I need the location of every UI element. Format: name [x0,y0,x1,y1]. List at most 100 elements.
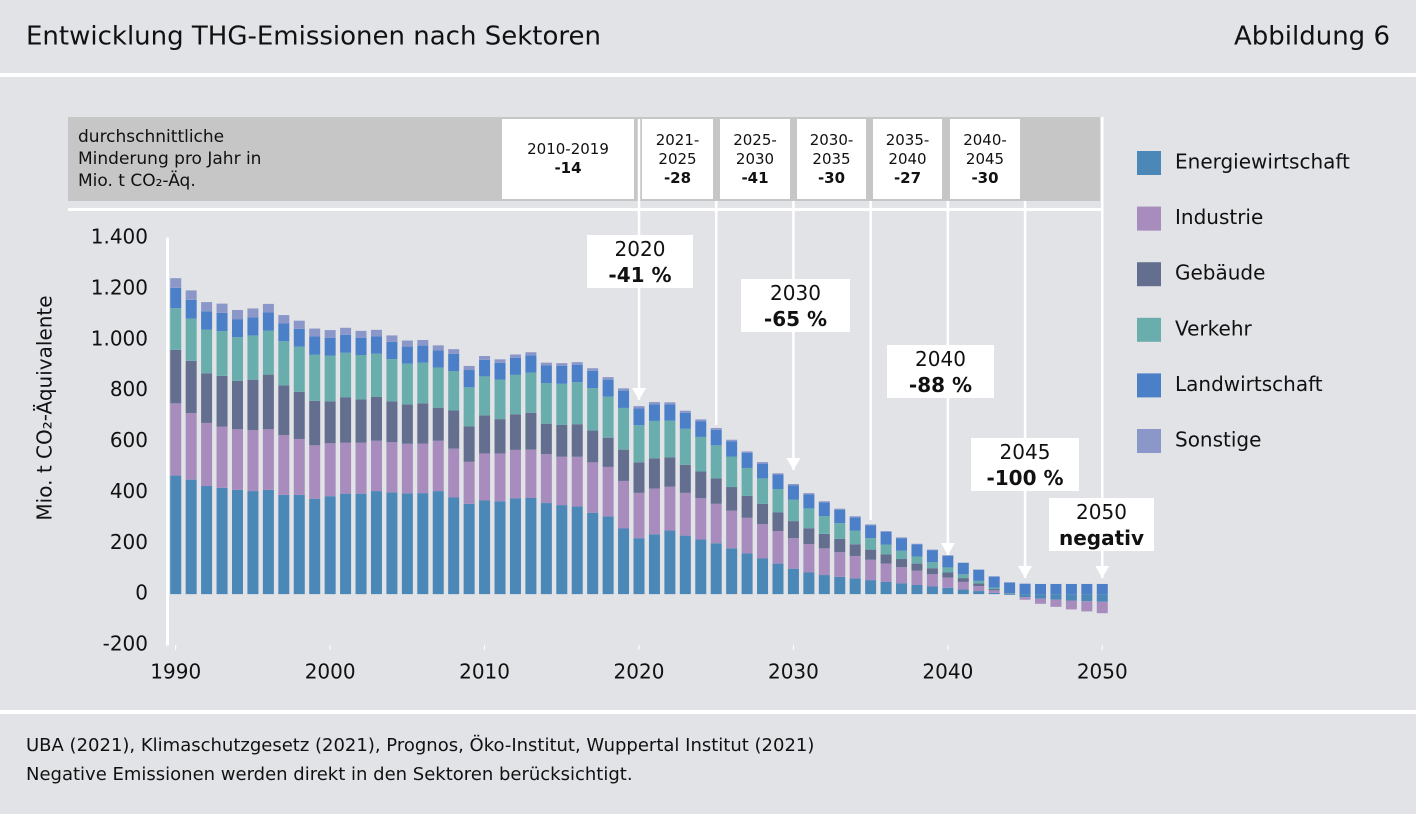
bar-segment [958,563,969,574]
bar-segment [556,363,567,366]
bar-segment [263,313,274,331]
bar-segment [572,424,583,457]
bar-segment [417,363,428,404]
reduction-value: -41 [741,169,768,188]
bar-segment [711,430,722,446]
annotation-label: negativ [1049,525,1154,551]
reduction-period: 2030-2035 [801,131,862,169]
bar-segment [911,564,922,571]
bar-segment [587,371,598,388]
bar-segment [819,575,830,594]
bar-segment [819,501,830,502]
reduction-value: -14 [554,159,581,178]
bar-segment [510,375,521,414]
bar-segment [247,430,258,491]
bar-segment [464,387,475,426]
bar-segment [587,462,598,512]
bar-segment [371,491,382,594]
bar-segment [448,349,459,354]
bar-segment [865,560,876,580]
bar-segment [603,396,614,437]
reduction-box: 2035-2040-27 [873,119,942,199]
bar-segment [479,360,490,377]
bar-segment [803,573,814,595]
bar-segment [263,429,274,490]
bar-segment [1020,594,1031,597]
bar-segment [556,457,567,505]
bar-segment [989,590,1000,593]
x-tick-label: 2020 [614,660,665,684]
bar-segment [1020,597,1031,600]
bar-segment [325,338,336,356]
bar-segment [572,382,583,424]
reduction-box: 2025-2030-41 [720,119,790,199]
bar-segment [386,342,397,359]
bar-segment [1050,594,1061,600]
bar-segment [278,323,289,341]
bar-segment [541,363,552,366]
annotation-label: -88 % [887,372,994,398]
bar-segment [217,313,228,331]
bar-segment [711,543,722,594]
bar-segment [201,302,212,311]
bar-segment [356,355,367,400]
bar-segment [340,494,351,594]
bar-segment [1035,584,1046,594]
bar-segment [510,355,521,358]
bar-segment [217,304,228,313]
bar-segment [803,494,814,508]
x-tick-label: 2030 [768,660,819,684]
bar-segment [464,462,475,504]
bar-segment [865,550,876,560]
bar-segment [649,534,660,594]
bar-segment [417,493,428,594]
bar-segment [217,427,228,488]
bar-segment [232,490,243,594]
bar-segment [772,475,783,489]
legend-label: Landwirtschaft [1175,372,1323,396]
bar-segment [1035,599,1046,604]
bar-segment [680,493,691,536]
bar-segment [850,556,861,578]
footer-line: UBA (2021), Klimaschutzgesetz (2021), Pr… [26,734,814,756]
bar-segment [881,531,892,532]
bar-segment [834,552,845,577]
bar-segment [448,371,459,410]
reduction-period: 2025-2030 [724,131,786,169]
bar-segment [649,459,660,489]
bar-segment [834,523,845,539]
bar-segment [927,574,938,586]
bar-segment [263,304,274,313]
bar-segment [819,516,830,534]
bar-segment [772,512,783,531]
bar-segment [433,441,444,491]
bar-segment [865,525,876,538]
bar-segment [1081,584,1092,594]
bar-segment [356,494,367,594]
bar-segment [433,367,444,407]
bar-segment [217,331,228,376]
bar-segment [927,550,938,551]
bar-segment [726,441,737,456]
bar-segment [386,359,397,401]
bar-segment [495,363,506,380]
bar-segment [510,414,521,450]
bar-segment [1004,582,1015,593]
bar-segment [973,586,984,591]
bar-segment [433,350,444,367]
bar-segment [680,465,691,493]
bar-segment [294,495,305,594]
bar-segment [309,355,320,401]
bar-segment [572,506,583,594]
bar-segment [788,485,799,499]
bar-segment [618,450,629,481]
annotation-year: 2050 [1049,499,1154,525]
bar-segment [170,403,181,475]
bar-segment [525,352,536,355]
bar-segment [247,308,258,317]
bar-segment [695,419,706,421]
bar-segment [510,450,521,498]
bar-segment [803,493,814,494]
